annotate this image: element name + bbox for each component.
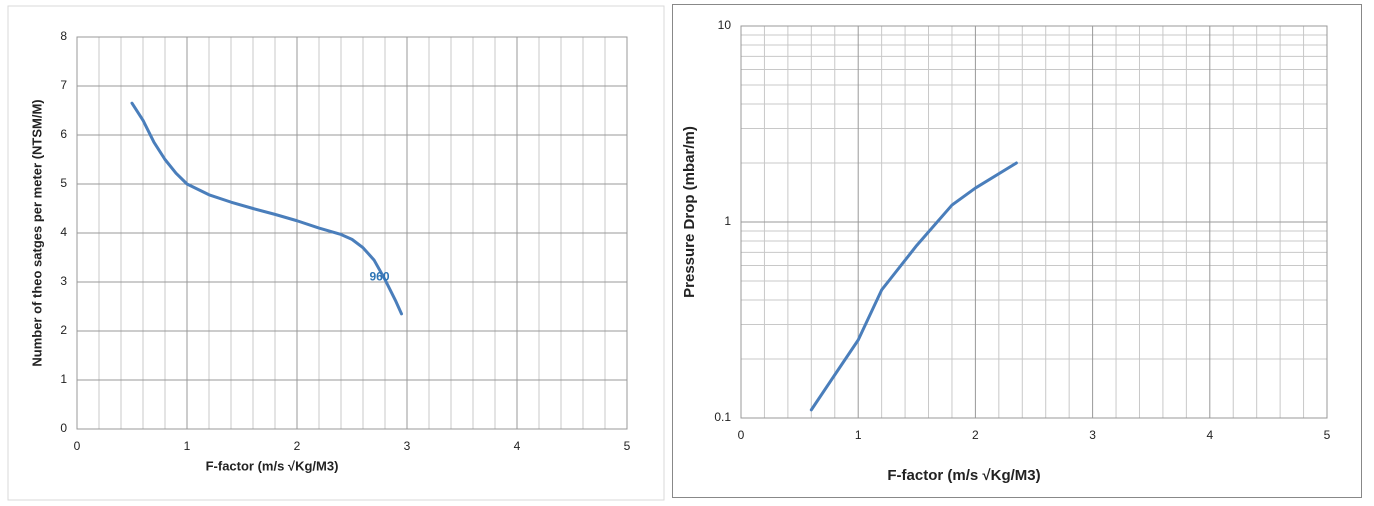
x-tick-label: 2 <box>972 428 979 442</box>
x-tick-label: 1 <box>184 439 191 453</box>
y-tick-label: 10 <box>718 18 732 32</box>
y-tick-label: 7 <box>60 78 67 92</box>
y-tick-label: 0.1 <box>714 410 731 424</box>
x-tick-label: 3 <box>404 439 411 453</box>
data-line <box>809 161 1018 412</box>
y-tick-label: 2 <box>60 323 67 337</box>
y-tick-label: 5 <box>60 176 67 190</box>
y-tick-label: 1 <box>724 214 731 228</box>
y-tick-label: 0 <box>60 421 67 435</box>
y-tick-label: 6 <box>60 127 67 141</box>
x-tick-label: 0 <box>74 439 81 453</box>
y-tick-label: 3 <box>60 274 67 288</box>
x-tick-label: 4 <box>514 439 521 453</box>
y-tick-label: 8 <box>60 29 67 43</box>
data-line <box>130 101 403 316</box>
x-tick-label: 5 <box>624 439 631 453</box>
x-tick-label: 1 <box>855 428 862 442</box>
panel-border <box>672 4 1362 498</box>
annotation: 960 <box>369 269 389 283</box>
y-axis-label: Pressure Drop (mbar/m) <box>681 126 698 298</box>
x-tick-label: 2 <box>294 439 301 453</box>
panel-border <box>7 5 665 501</box>
x-axis-label: F-factor (m/s √Kg/M3) <box>206 458 339 473</box>
x-tick-label: 3 <box>1089 428 1096 442</box>
y-axis-label: Number of theo satges per meter (NTSM/M) <box>29 99 44 366</box>
x-axis-label: F-factor (m/s √Kg/M3) <box>887 467 1040 484</box>
x-tick-label: 5 <box>1324 428 1331 442</box>
x-tick-label: 4 <box>1206 428 1213 442</box>
x-tick-label: 0 <box>738 428 745 442</box>
y-tick-label: 1 <box>60 372 67 386</box>
y-tick-label: 4 <box>60 225 67 239</box>
